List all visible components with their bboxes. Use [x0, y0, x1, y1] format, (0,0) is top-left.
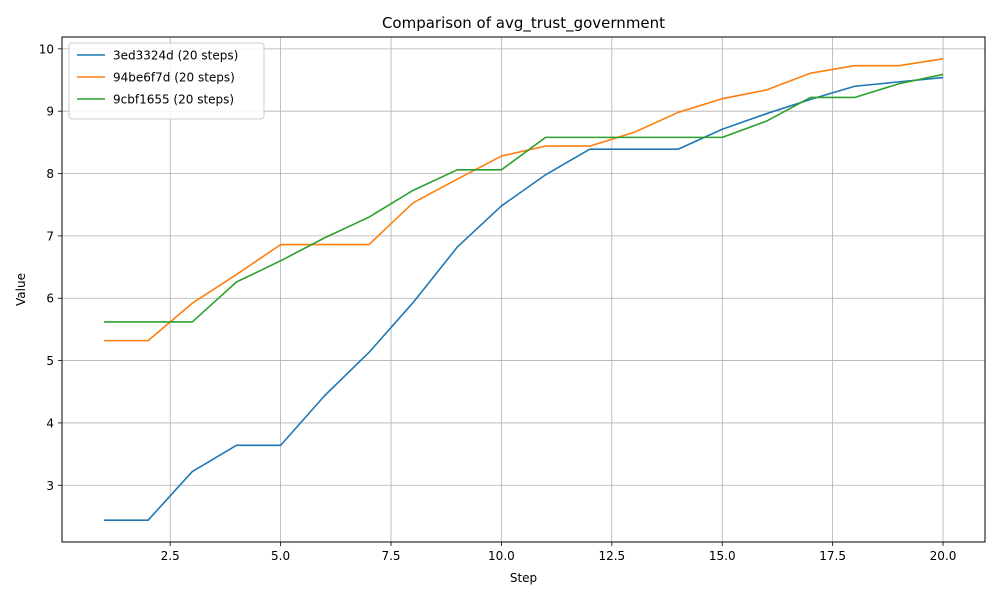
- series-line-3: [103, 73, 944, 323]
- legend-label: 9cbf1655 (20 steps): [113, 93, 234, 107]
- y-tick-label: 4: [46, 416, 54, 430]
- y-axis: 3 4 5 6 7 8 9 10: [39, 42, 62, 493]
- grid: [62, 37, 985, 542]
- y-axis-label: Value: [14, 273, 28, 306]
- y-tick-label: 10: [39, 42, 54, 56]
- x-tick-label: 20.0: [930, 549, 957, 563]
- x-tick-label: 10.0: [488, 549, 515, 563]
- y-tick-label: 8: [46, 167, 54, 181]
- x-axis-label: Step: [510, 571, 537, 585]
- series-line-2: [103, 58, 944, 342]
- x-tick-label: 7.5: [381, 549, 400, 563]
- y-tick-label: 3: [46, 479, 54, 493]
- plot-frame: [61, 36, 986, 543]
- x-tick-label: 17.5: [819, 549, 846, 563]
- legend-label: 94be6f7d (20 steps): [113, 71, 235, 85]
- chart-title: Comparison of avg_trust_government: [382, 14, 665, 33]
- legend-box: [68, 42, 265, 120]
- legend: 3ed3324d (20 steps) 94be6f7d (20 steps) 9c…: [68, 42, 265, 120]
- legend-label: 3ed3324d (20 steps): [113, 49, 238, 63]
- y-tick-label: 5: [46, 354, 54, 368]
- x-tick-label: 5.0: [271, 549, 290, 563]
- x-tick-label: 15.0: [709, 549, 736, 563]
- x-tick-label: 2.5: [161, 549, 180, 563]
- x-tick-label: 12.5: [598, 549, 625, 563]
- y-tick-label: 6: [46, 292, 54, 306]
- y-tick-label: 7: [46, 229, 54, 243]
- series-layer: [103, 58, 944, 521]
- y-tick-label: 9: [46, 105, 54, 119]
- x-axis: 2.5 5.0 7.5 10.0 12.5 15.0 17.5 20.0: [161, 542, 957, 563]
